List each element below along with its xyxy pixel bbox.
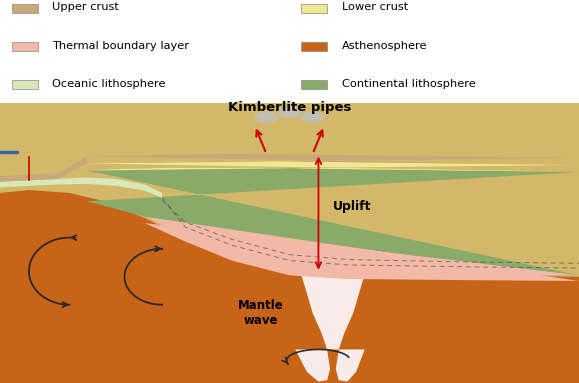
Polygon shape xyxy=(87,154,579,165)
Polygon shape xyxy=(0,157,87,182)
Text: Thermal boundary layer: Thermal boundary layer xyxy=(52,41,189,51)
Bar xyxy=(12,3,38,13)
Circle shape xyxy=(277,106,302,118)
Bar xyxy=(301,3,327,13)
Circle shape xyxy=(254,111,279,124)
Circle shape xyxy=(256,112,277,123)
Text: Continental lithosphere: Continental lithosphere xyxy=(342,79,475,89)
Text: Oceanic lithosphere: Oceanic lithosphere xyxy=(52,79,166,89)
Text: Lower crust: Lower crust xyxy=(342,2,408,12)
Circle shape xyxy=(258,113,274,121)
Polygon shape xyxy=(0,190,579,383)
Bar xyxy=(301,42,327,51)
Text: Upper crust: Upper crust xyxy=(52,2,119,12)
Circle shape xyxy=(279,107,300,117)
Polygon shape xyxy=(87,168,579,275)
Polygon shape xyxy=(0,177,162,198)
Polygon shape xyxy=(87,161,579,172)
Circle shape xyxy=(300,111,325,124)
Circle shape xyxy=(305,113,321,121)
Polygon shape xyxy=(145,217,579,281)
Text: Asthenosphere: Asthenosphere xyxy=(342,41,427,51)
Polygon shape xyxy=(295,274,365,381)
Circle shape xyxy=(281,108,298,116)
Text: Uplift: Uplift xyxy=(333,200,371,213)
Text: Kimberlite pipes: Kimberlite pipes xyxy=(228,101,351,114)
Text: Mantle
wave: Mantle wave xyxy=(237,299,284,327)
Bar xyxy=(12,42,38,51)
Bar xyxy=(12,80,38,90)
Bar xyxy=(301,80,327,90)
Circle shape xyxy=(302,112,323,123)
